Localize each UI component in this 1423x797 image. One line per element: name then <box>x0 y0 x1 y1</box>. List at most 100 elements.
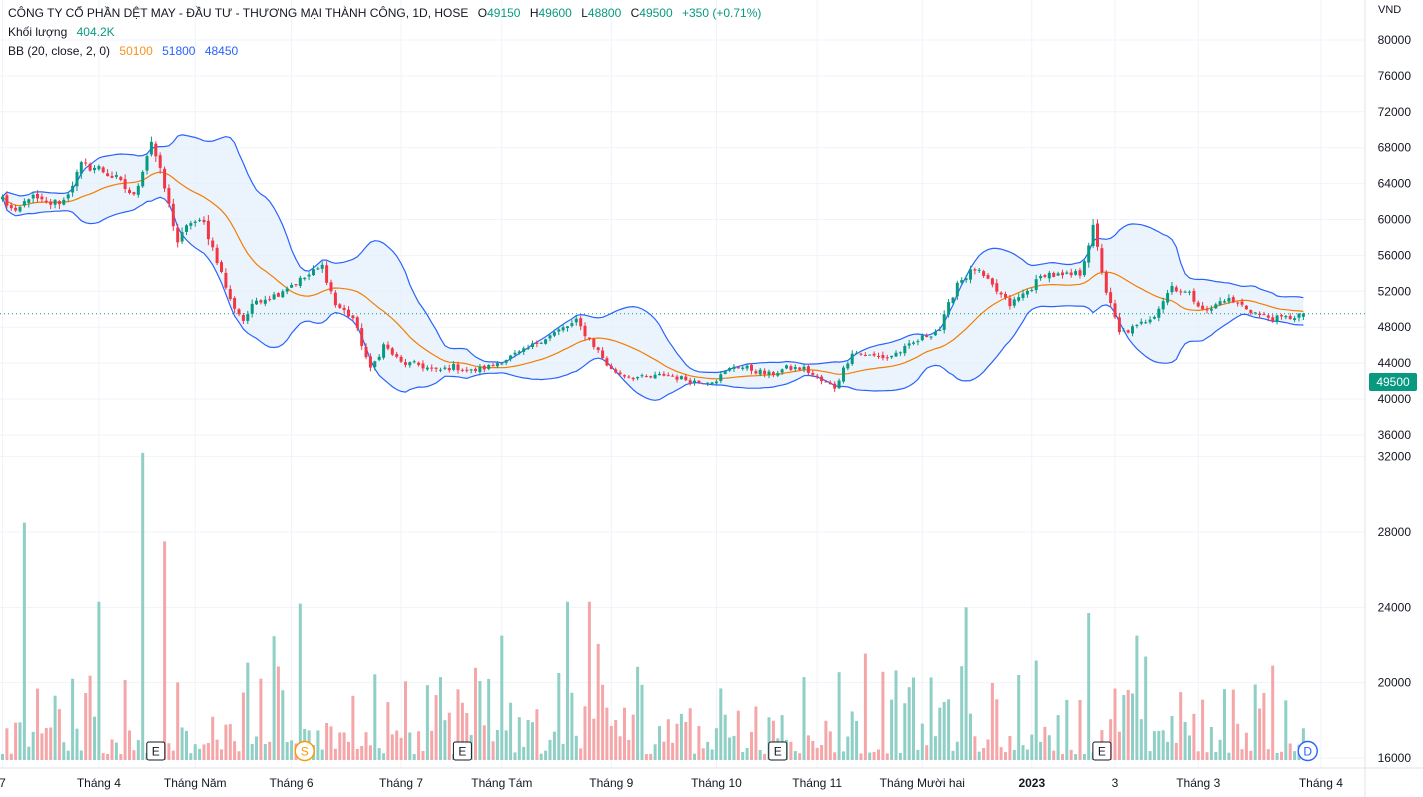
candle[interactable] <box>1030 287 1034 293</box>
candle[interactable] <box>960 277 964 286</box>
candle[interactable] <box>688 377 692 386</box>
candle[interactable] <box>1262 311 1266 316</box>
candle[interactable] <box>912 340 915 346</box>
candle[interactable] <box>255 297 258 305</box>
candle[interactable] <box>487 364 491 371</box>
candle[interactable] <box>706 382 710 386</box>
candle[interactable] <box>57 200 61 209</box>
candle[interactable] <box>679 375 683 380</box>
candle[interactable] <box>1025 289 1029 298</box>
candle[interactable] <box>570 320 574 328</box>
candle[interactable] <box>18 206 22 213</box>
candle[interactable] <box>561 324 565 333</box>
candle[interactable] <box>986 273 990 280</box>
candle[interactable] <box>447 364 451 373</box>
candle[interactable] <box>1284 314 1288 320</box>
candle[interactable] <box>101 166 105 174</box>
candle[interactable] <box>1135 324 1139 329</box>
candle[interactable] <box>697 380 701 385</box>
candle[interactable] <box>412 359 416 364</box>
candle[interactable] <box>723 370 727 375</box>
candle[interactable] <box>198 217 202 223</box>
candle[interactable] <box>837 378 841 390</box>
candle[interactable] <box>491 363 495 367</box>
candle[interactable] <box>1196 300 1200 308</box>
candle[interactable] <box>149 136 153 157</box>
candle[interactable] <box>1288 313 1292 320</box>
candle[interactable] <box>846 361 850 371</box>
candle[interactable] <box>938 326 942 332</box>
candle[interactable] <box>793 364 797 373</box>
candle[interactable] <box>693 378 696 386</box>
candle[interactable] <box>320 261 324 273</box>
candle[interactable] <box>206 215 210 246</box>
candle[interactable] <box>1301 312 1305 320</box>
candle[interactable] <box>574 315 578 326</box>
candle[interactable] <box>1214 302 1218 310</box>
candle[interactable] <box>1117 312 1121 335</box>
candle[interactable] <box>509 354 513 362</box>
candle[interactable] <box>128 187 131 195</box>
candle[interactable] <box>701 383 705 385</box>
candle[interactable] <box>434 367 438 373</box>
candle[interactable] <box>719 371 723 384</box>
candle[interactable] <box>1034 274 1038 294</box>
candle[interactable] <box>399 355 403 364</box>
candle[interactable] <box>1223 299 1226 304</box>
candle[interactable] <box>995 279 999 295</box>
candle[interactable] <box>163 166 167 193</box>
candle[interactable] <box>185 224 188 236</box>
candle[interactable] <box>623 374 626 379</box>
candle[interactable] <box>763 368 767 378</box>
candle[interactable] <box>1192 288 1196 305</box>
candle[interactable] <box>754 369 758 375</box>
event-marker-s[interactable]: S <box>294 740 315 762</box>
candle[interactable] <box>741 364 745 371</box>
candle[interactable] <box>684 373 688 382</box>
candle[interactable] <box>465 367 469 373</box>
candle[interactable] <box>1008 294 1012 310</box>
candle[interactable] <box>828 380 832 385</box>
candle[interactable] <box>123 174 127 193</box>
candle[interactable] <box>281 289 285 299</box>
candle[interactable] <box>474 367 477 373</box>
candles[interactable] <box>1 136 1305 392</box>
candle[interactable] <box>75 169 79 192</box>
candle[interactable] <box>1201 302 1205 310</box>
candle[interactable] <box>1021 289 1025 301</box>
candle[interactable] <box>1249 309 1253 316</box>
candle[interactable] <box>390 346 394 357</box>
candle[interactable] <box>649 375 653 379</box>
candle[interactable] <box>640 373 644 378</box>
candle[interactable] <box>798 366 802 371</box>
candle[interactable] <box>890 355 894 359</box>
candle[interactable] <box>1280 313 1283 320</box>
candle[interactable] <box>1131 324 1134 337</box>
candle[interactable] <box>439 367 442 373</box>
candle[interactable] <box>290 282 294 288</box>
candle[interactable] <box>982 269 986 278</box>
candle[interactable] <box>443 365 447 371</box>
candle[interactable] <box>894 350 898 357</box>
candle[interactable] <box>478 364 482 376</box>
candle[interactable] <box>1100 243 1104 275</box>
candle[interactable] <box>1039 274 1043 281</box>
candle[interactable] <box>1078 267 1082 279</box>
event-marker-e[interactable]: E <box>452 741 472 761</box>
candle[interactable] <box>951 296 955 305</box>
candle[interactable] <box>233 296 237 314</box>
candle[interactable] <box>119 175 123 182</box>
candle[interactable] <box>1012 296 1016 308</box>
candle[interactable] <box>36 190 39 203</box>
candle[interactable] <box>583 322 587 341</box>
candle[interactable] <box>408 361 412 368</box>
candle[interactable] <box>1205 305 1209 314</box>
candle[interactable] <box>1 194 4 202</box>
candle[interactable] <box>710 382 714 385</box>
candle[interactable] <box>237 308 241 317</box>
candle[interactable] <box>272 291 276 300</box>
candle[interactable] <box>298 275 302 288</box>
candle[interactable] <box>285 286 289 295</box>
candle[interactable] <box>671 373 675 377</box>
candle[interactable] <box>920 333 924 342</box>
